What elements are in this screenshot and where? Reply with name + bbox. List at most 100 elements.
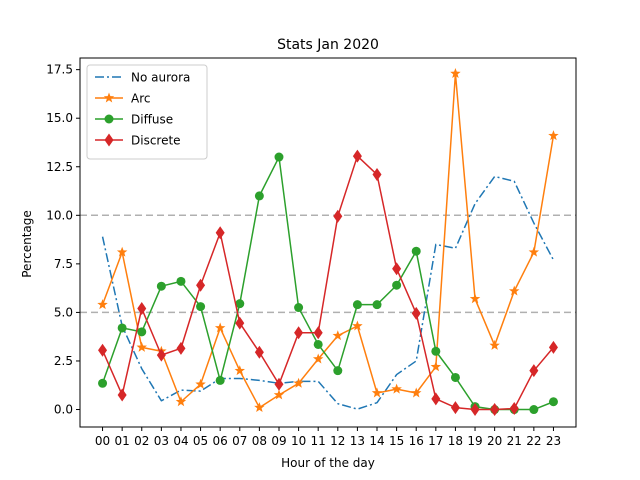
x-tick-label: 01: [115, 434, 130, 448]
x-tick-label: 16: [409, 434, 424, 448]
series-line: [101, 155, 555, 411]
legend-label: Arc: [131, 92, 150, 106]
data-point: [176, 276, 186, 286]
data-point: [313, 339, 323, 349]
data-point: [411, 246, 421, 256]
x-tick-label: 06: [213, 434, 228, 448]
data-point: [392, 280, 402, 290]
x-tick-label: 22: [526, 434, 541, 448]
x-tick-label: 11: [311, 434, 326, 448]
legend-label: No aurora: [131, 71, 190, 85]
y-tick-label: 2.5: [54, 354, 73, 368]
y-axis: 0.0 2.5 5.0 7.5 10.0 12.5 15.0 17.5: [46, 63, 80, 417]
data-point: [117, 388, 127, 402]
data-point: [254, 402, 265, 413]
x-tick-label: 10: [291, 434, 306, 448]
data-point: [195, 378, 206, 389]
data-point: [175, 396, 187, 407]
data-point: [215, 226, 225, 240]
y-tick-label: 15.0: [46, 111, 73, 125]
data-point: [104, 133, 114, 147]
data-point: [431, 392, 441, 406]
legend-label: Discrete: [131, 134, 181, 148]
data-point: [509, 285, 520, 296]
data-point: [430, 361, 442, 372]
series-layer: [97, 68, 559, 417]
x-tick-label: 20: [487, 434, 502, 448]
data-point: [489, 339, 500, 350]
x-tick-label: 19: [467, 434, 482, 448]
x-tick-label: 15: [389, 434, 404, 448]
x-tick-label: 00: [95, 434, 110, 448]
y-tick-label: 5.0: [54, 305, 73, 319]
data-point: [333, 366, 343, 376]
data-point: [234, 365, 246, 376]
plot-frame: [79, 57, 577, 428]
x-tick-label: 02: [134, 434, 149, 448]
data-point: [254, 345, 264, 359]
x-tick-label: 08: [252, 434, 267, 448]
data-point: [254, 191, 264, 201]
data-point: [136, 341, 147, 352]
data-point: [470, 403, 480, 417]
data-point: [156, 348, 166, 362]
data-point: [450, 372, 460, 382]
x-tick-label: 09: [271, 434, 286, 448]
data-point: [352, 149, 362, 163]
data-point: [137, 327, 147, 337]
legend-label: Diffuse: [131, 113, 173, 127]
data-point: [312, 353, 324, 364]
data-point: [529, 405, 539, 415]
data-point: [490, 403, 500, 417]
series-line: [101, 156, 554, 411]
series-discrete: [98, 149, 558, 417]
data-point: [528, 246, 540, 257]
x-tick-label: 17: [428, 434, 443, 448]
data-point: [411, 306, 421, 320]
data-point: [235, 299, 245, 309]
data-point: [137, 302, 147, 316]
data-point: [98, 343, 108, 357]
data-point: [548, 340, 558, 354]
x-tick-label: 05: [193, 434, 208, 448]
data-point: [215, 375, 225, 385]
y-tick-label: 17.5: [46, 63, 73, 77]
data-point: [294, 326, 304, 340]
data-point: [293, 377, 304, 388]
x-tick-label: 13: [350, 434, 365, 448]
data-point: [235, 316, 245, 330]
data-point: [117, 323, 127, 333]
data-point: [372, 168, 382, 182]
legend-box: [86, 64, 208, 160]
x-tick-label: 14: [369, 434, 384, 448]
x-tick-label: 07: [232, 434, 247, 448]
data-point: [274, 377, 284, 391]
x-tick-label: 21: [507, 434, 522, 448]
y-tick-label: 12.5: [46, 160, 73, 174]
data-point: [529, 364, 539, 378]
y-tick-label: 0.0: [54, 403, 73, 417]
data-point: [98, 378, 108, 388]
data-point: [509, 402, 519, 416]
data-point: [196, 302, 206, 312]
x-tick-label: 04: [173, 434, 188, 448]
data-point: [352, 320, 363, 331]
data-point: [97, 299, 108, 310]
data-point: [332, 330, 344, 341]
data-point: [333, 209, 343, 223]
data-point: [450, 68, 461, 78]
data-point: [431, 346, 441, 356]
x-tick-label: 03: [154, 434, 169, 448]
data-point: [372, 300, 382, 310]
data-point: [313, 326, 323, 340]
data-point: [548, 397, 558, 407]
data-point: [104, 114, 114, 124]
x-axis: 00 01 02 03 04 05 06 07 08 09 10 11 12 13 14 15 16 17 18 19…: [95, 427, 561, 448]
data-point: [294, 303, 304, 313]
legend: No aurora Arc Diffuse Discrete: [86, 64, 208, 160]
data-point: [410, 387, 422, 398]
data-point: [548, 130, 559, 141]
y-tick-label: 7.5: [54, 257, 73, 271]
y-tick-label: 10.0: [46, 208, 73, 222]
